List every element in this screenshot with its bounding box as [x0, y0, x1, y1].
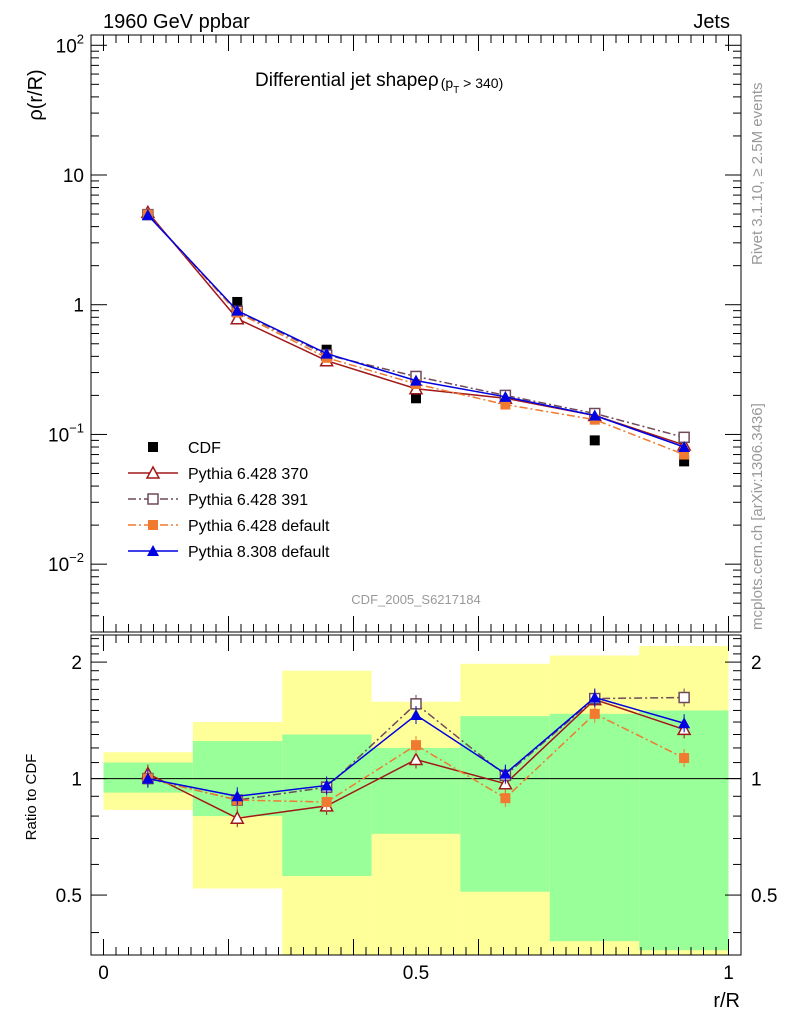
ratio-point-p6def	[589, 708, 600, 719]
data-point-p8def	[588, 409, 601, 421]
legend-marker-p6def	[148, 520, 158, 530]
watermark: CDF_2005_S6217184	[351, 592, 480, 607]
ratio-point-p8def	[320, 779, 333, 791]
legend-label-p370: Pythia 6.428 370	[188, 466, 308, 483]
x-axis-label: r/R	[713, 990, 740, 1012]
ratio-point-p8def	[678, 717, 691, 729]
ratio-point-p8def	[588, 691, 601, 703]
ratio-point-p8def	[141, 772, 154, 784]
data-point-p8def	[141, 209, 154, 221]
top-frame	[90, 34, 742, 633]
y-axis-label-top: ρ(r/R)	[25, 69, 47, 120]
y-tick-label-top: 10−1	[48, 420, 84, 446]
data-point-p8def	[499, 390, 512, 402]
ratio-axis-ticks: 0.5 0.5 1 1 2 2 0 0.5 1	[56, 635, 777, 984]
ratio-point-p370	[229, 810, 245, 824]
band-inner	[549, 713, 640, 942]
legend-label-p8def: Pythia 8.308 default	[188, 544, 330, 561]
rivet-label: Rivet 3.1.10, ≥ 2.5M events	[749, 83, 766, 266]
y-axis-label-ratio: Ratio to CDF	[23, 754, 40, 841]
legend-marker-p370	[145, 465, 161, 479]
data-point-p8def	[410, 374, 422, 386]
ratio-point-p6def	[321, 796, 332, 807]
legend-label-p391: Pythia 6.428 391	[188, 492, 308, 509]
header-right: Jets	[693, 11, 730, 33]
data-point-p8def	[320, 347, 333, 359]
data-point-p8def	[231, 304, 244, 316]
legend-marker-p391	[147, 493, 159, 505]
y-tick-label-top: 10−2	[48, 550, 84, 576]
legend-label-cdf: CDF	[188, 440, 221, 457]
y-tick-label-top: 102	[56, 31, 84, 57]
top-series-group	[140, 204, 692, 467]
data-point-p370	[229, 311, 245, 325]
data-point-cdf	[589, 435, 600, 446]
x-tick-label: 1	[723, 963, 734, 984]
data-point-p6def	[679, 449, 690, 460]
ratio-series-group	[140, 688, 692, 828]
ratio-point-p6def	[411, 740, 421, 751]
legend-marker-p8def	[147, 545, 159, 556]
ratio-point-p8def	[231, 790, 244, 802]
header-left: 1960 GeV ppbar	[103, 11, 250, 33]
y-tick-label-ratio: 0.5	[56, 886, 82, 907]
ratio-point-p6def	[679, 753, 690, 764]
series-line-p8def	[147, 214, 685, 448]
series-line-p391	[147, 214, 685, 439]
x-tick-label: 0.5	[403, 963, 429, 984]
x-tick-label: 0	[98, 963, 109, 984]
data-point-p8def	[678, 441, 691, 453]
ratio-frame	[90, 634, 742, 956]
legend: CDF Pythia 6.428 370 Pythia 6.428 391 Pythi…	[128, 440, 330, 561]
y-tick-label-ratio-right: 1	[751, 770, 762, 791]
y-tick-label-ratio-right: 2	[751, 653, 762, 674]
mcplots-label: mcplots.cern.ch [arXiv:1306.3436]	[749, 403, 766, 630]
top-axis-ticks: 102 10 1 10−1 10−2	[48, 31, 741, 633]
data-point-cdf	[232, 296, 243, 307]
ratio-point-p391	[678, 691, 690, 704]
ratio-point-p8def	[410, 708, 422, 720]
y-tick-label-top: 10	[63, 166, 84, 187]
y-tick-label-ratio-right: 0.5	[751, 886, 777, 907]
ratio-plot: 0.5 0.5 1 1 2 2 0 0.5 1 Ratio to CDF r/R	[23, 634, 777, 1012]
y-tick-label-top: 1	[73, 296, 84, 317]
data-point-cdf	[679, 456, 690, 467]
y-tick-label-ratio: 1	[71, 770, 82, 791]
data-point-p391	[678, 431, 690, 444]
data-point-p6def	[500, 399, 511, 410]
data-point-cdf	[411, 393, 421, 404]
ratio-point-p370	[408, 751, 424, 766]
ratio-point-p6def	[500, 793, 511, 804]
main-plot: 102 10 1 10−1 10−2 Differential jet shapeρ (p…	[25, 31, 742, 633]
series-line-p370	[147, 211, 685, 446]
y-tick-label-ratio: 2	[71, 653, 82, 674]
legend-label-p6def: Pythia 6.428 default	[188, 518, 330, 535]
ratio-point-p8def	[499, 767, 512, 779]
legend-marker-cdf	[148, 442, 158, 452]
band-inner	[639, 710, 729, 951]
main-title: Differential jet shapeρ (pT > 340)	[255, 70, 503, 96]
